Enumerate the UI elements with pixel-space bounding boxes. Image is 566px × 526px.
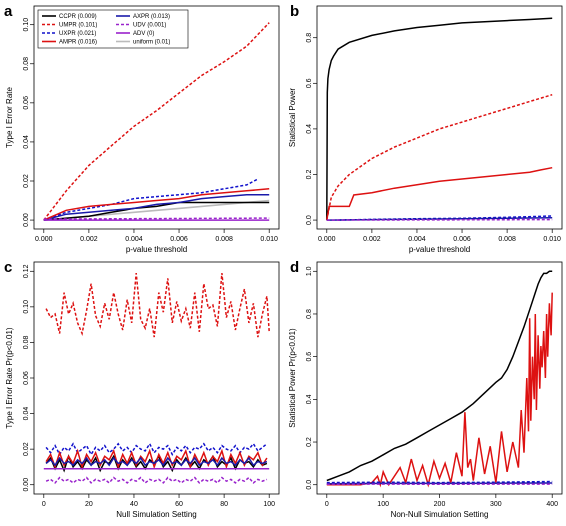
y-tick-label: 0.04 <box>23 407 30 421</box>
series-line-udv <box>43 217 270 220</box>
y-tick-label: 0.4 <box>306 124 313 134</box>
panel-a: 0.000 0.002 0.004 0.006 0.008 0.010 0.00 0.02 0.… <box>5 5 280 254</box>
x-tick-label: 60 <box>175 501 183 508</box>
y-axis-label: Statistical Power Pr(p<0.01) <box>288 328 297 428</box>
x-tick-label: 20 <box>85 501 93 508</box>
x-tick-label: 0.008 <box>498 236 516 243</box>
x-tick-label: 0.002 <box>363 236 381 243</box>
series-line-udv <box>326 218 553 221</box>
y-tick-label: 0.2 <box>306 170 313 180</box>
panel-label-a: a <box>4 3 13 20</box>
series-line-uxpr <box>45 442 268 457</box>
legend-label: UXPR (0.021) <box>59 31 96 37</box>
x-tick-label: 0.000 <box>318 236 336 243</box>
legend-label: UDV (0.001) <box>133 23 166 29</box>
series-line-axpr <box>43 193 270 221</box>
x-axis-label: p-value threshold <box>409 245 470 254</box>
panel-label-c: c <box>4 259 12 276</box>
panel-d: 0 100 200 300 400 0.0 0.2 0.4 0.6 0.8 1.0 Non-Null … <box>288 261 563 519</box>
legend-label: uniform (0.01) <box>133 40 170 46</box>
y-tick-label: 0.10 <box>23 18 30 32</box>
x-tick-label: 0.006 <box>170 236 188 243</box>
series-line-udv <box>45 476 268 484</box>
y-tick-label: 0.02 <box>23 442 30 456</box>
x-tick-label: 0 <box>42 501 46 508</box>
x-tick-label: 0.004 <box>125 236 143 243</box>
y-tick-label: 0.00 <box>23 478 30 492</box>
y-tick-label: 0.2 <box>306 437 313 447</box>
x-tick-label: 40 <box>130 501 138 508</box>
y-tick-label: 0.00 <box>23 213 30 227</box>
x-axis-label: Non-Null Simulation Setting <box>391 510 489 519</box>
y-tick-label: 0.12 <box>23 264 30 278</box>
y-axis-label: Type I Error Rate Pr(p<0.01) <box>5 327 14 428</box>
series-line-umpr <box>43 22 270 221</box>
y-tick-label: 0.6 <box>306 352 313 362</box>
x-tick-label: 80 <box>220 501 228 508</box>
series-line-ampr <box>326 166 553 221</box>
x-tick-label: 400 <box>546 501 558 508</box>
legend-label: ADV (0) <box>133 31 154 37</box>
x-tick-label: 300 <box>490 501 502 508</box>
x-axis-label: p-value threshold <box>126 245 187 254</box>
x-tick-label: 200 <box>434 501 446 508</box>
legend-label: UMPR (0.101) <box>59 23 97 29</box>
series-line-ampr <box>43 188 270 221</box>
y-tick-label: 1.0 <box>306 266 313 276</box>
y-tick-label: 0.02 <box>23 174 30 188</box>
series-line-ampr <box>326 292 553 488</box>
legend-label: AMPR (0.016) <box>59 40 97 46</box>
panel-label-b: b <box>290 3 299 20</box>
series-line-umpr <box>45 273 270 338</box>
panel-c: 0 20 40 60 80 100 0.00 0.02 0.04 0.06 0.08 0.10 0.12… <box>5 261 280 519</box>
legend-label: AXPR (0.013) <box>133 14 170 20</box>
series-line-uxpr <box>326 480 553 484</box>
y-tick-label: 0.04 <box>23 135 30 149</box>
series-line-ccpr <box>43 201 270 221</box>
x-tick-label: 0.006 <box>453 236 471 243</box>
x-tick-label: 0.004 <box>408 236 426 243</box>
x-tick-label: 0.000 <box>35 236 53 243</box>
y-tick-label: 0.0 <box>306 215 313 225</box>
y-tick-label: 0.10 <box>23 300 30 314</box>
x-tick-label: 0.010 <box>260 236 278 243</box>
series-line-umpr <box>326 93 553 221</box>
x-tick-label: 0 <box>325 501 329 508</box>
plot-frame <box>33 5 280 230</box>
y-tick-label: 0.08 <box>23 57 30 71</box>
series-line-axpr <box>45 456 268 467</box>
y-tick-label: 0.0 <box>306 480 313 490</box>
y-tick-label: 0.4 <box>306 394 313 404</box>
plot-frame <box>316 5 563 230</box>
legend-box <box>37 9 189 49</box>
y-tick-label: 0.8 <box>306 33 313 43</box>
series-line-ccpr <box>326 17 553 221</box>
legend-label: CCPR (0.009) <box>59 14 97 20</box>
y-tick-label: 0.08 <box>23 336 30 350</box>
series-line-ccpr <box>326 270 553 482</box>
x-tick-label: 100 <box>263 501 275 508</box>
y-tick-label: 0.06 <box>23 96 30 110</box>
y-tick-label: 0.6 <box>306 78 313 88</box>
panel-label-d: d <box>290 259 299 276</box>
x-tick-label: 0.010 <box>543 236 561 243</box>
y-axis-label: Statistical Power <box>288 88 297 147</box>
y-axis-label: Type I Error Rate <box>5 87 14 148</box>
plot-frame <box>316 261 563 495</box>
x-tick-label: 0.008 <box>215 236 233 243</box>
panel-b: 0.000 0.002 0.004 0.006 0.008 0.010 0.0 0.2 0.4 0… <box>288 5 563 254</box>
x-axis-label: Null Simulation Setting <box>116 510 196 519</box>
y-tick-label: 0.8 <box>306 309 313 319</box>
series-line-uxpr <box>43 178 259 221</box>
x-tick-label: 100 <box>377 501 389 508</box>
y-tick-label: 0.06 <box>23 371 30 385</box>
x-tick-label: 0.002 <box>80 236 98 243</box>
